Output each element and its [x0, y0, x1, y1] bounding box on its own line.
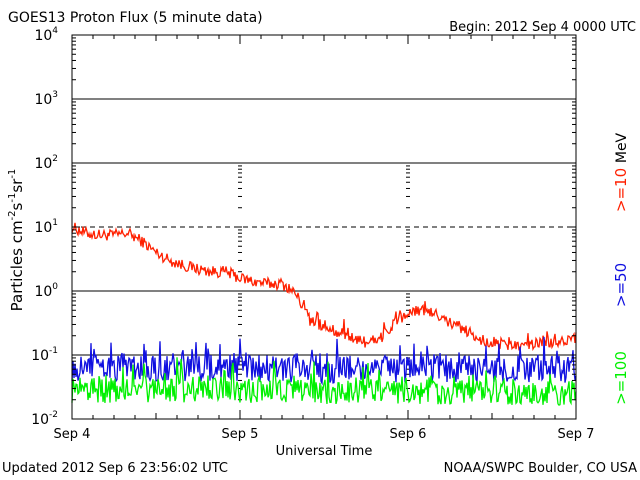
svg-text:Particles cm-2s-1sr-1: Particles cm-2s-1sr-1 [7, 169, 26, 312]
legend-units: MeV [614, 132, 630, 163]
source-label: NOAA/SWPC Boulder, CO USA [444, 461, 637, 476]
series-line [71, 222, 577, 352]
y-tick-label: 100 [34, 282, 58, 300]
legend-entry: >=100 [612, 351, 630, 405]
updated-timestamp: Updated 2012 Sep 6 23:56:02 UTC [2, 461, 228, 476]
legend-entry: >=50 [612, 263, 630, 307]
x-tick-label: Sep 5 [222, 427, 259, 442]
begin-time-label: Begin: 2012 Sep 4 0000 UTC [449, 20, 636, 35]
legend-entry: >=10 [612, 168, 630, 212]
y-tick-label: 10-1 [31, 346, 58, 364]
series-line [71, 336, 577, 386]
data-series [71, 222, 577, 406]
x-tick-label: Sep 6 [390, 427, 427, 442]
y-tick-label: 103 [34, 90, 58, 108]
y-axis-label: Particles cm-2s-1sr-1 [7, 169, 26, 312]
y-tick-label: 101 [34, 218, 58, 236]
x-tick-label: Sep 4 [54, 427, 91, 442]
y-tick-label: 10-2 [31, 410, 58, 428]
x-tick-label: Sep 7 [558, 427, 595, 442]
axes [71, 34, 577, 420]
x-axis-label: Universal Time [276, 444, 373, 459]
legend: MeV >=10 >=50 >=100 [612, 132, 630, 404]
chart-title: GOES13 Proton Flux (5 minute data) [8, 10, 263, 26]
grid-lines [72, 98, 576, 420]
series-line [71, 357, 577, 406]
y-tick-label: 102 [34, 154, 58, 172]
y-tick-label: 104 [34, 26, 58, 44]
tick-labels: 10-2 10-1 100 101 102 103 104 Sep 4 Sep 5 Sep 6 Se… [31, 26, 594, 442]
